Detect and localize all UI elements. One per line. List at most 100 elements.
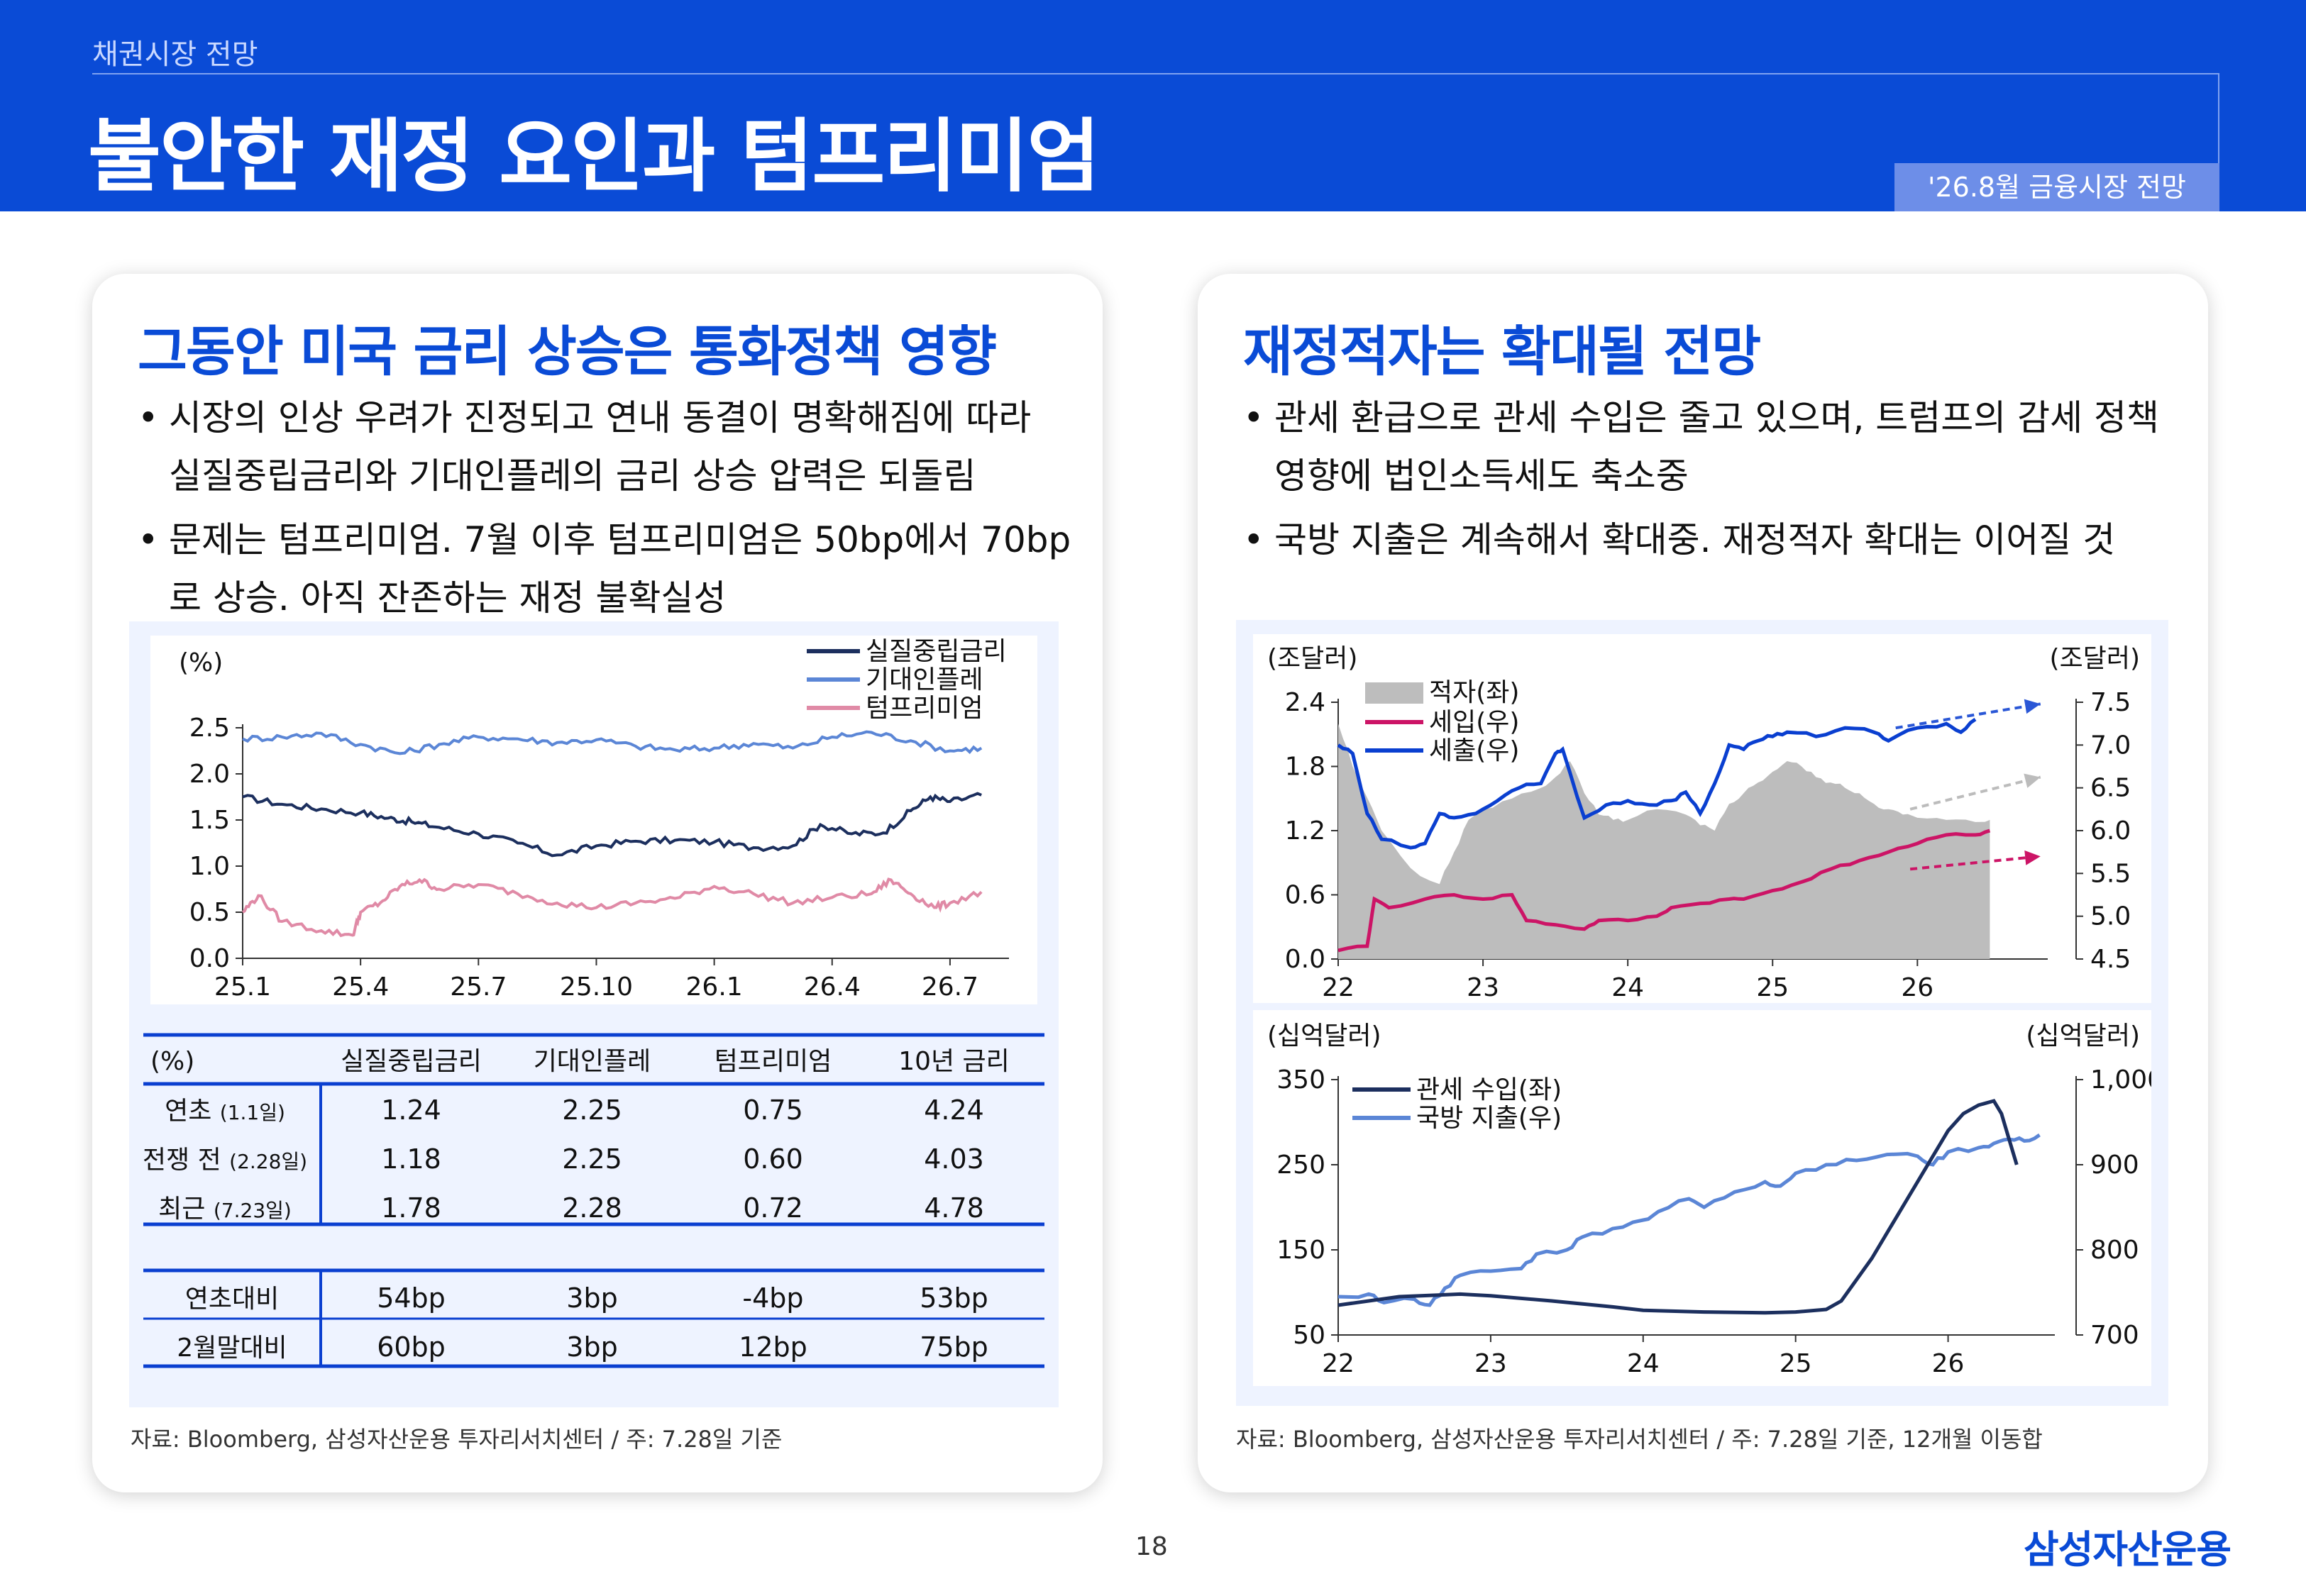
chart3-left-tick-label: 50 [1293, 1321, 1325, 1350]
chart2-x-tick-label: 22 [1322, 973, 1355, 1002]
chart2-x-tick-label: 25 [1756, 973, 1789, 1002]
chart2-legend-label: 적자(좌) [1429, 678, 1519, 707]
chart1-y-tick-label: 2.0 [189, 760, 230, 789]
left-chart-area: (%) 0.0 0.5 1.0 1.5 2.0 2.5 25.1 25.4 25.7 25.10 26… [129, 621, 1059, 1407]
chart3-left-tick-label: 150 [1276, 1236, 1325, 1265]
table-row-label: 연초 (1.1일) [165, 1097, 285, 1126]
right-bullet-1: 관세 환급으로 관세 수입은 줄고 있으며, 트럼프의 감세 정책 영향에 법인… [1243, 389, 2180, 505]
chart3-legend-label: 국방 지출(우) [1416, 1104, 1562, 1133]
report-tag: '26.8월 금융시장 전망 [1894, 163, 2219, 211]
table-diff-label: 연초대비 [185, 1285, 279, 1314]
chart3-series-line [1337, 1099, 2019, 1315]
chart3-right-tick-label: 700 [2090, 1321, 2139, 1350]
chart1-series-line [242, 792, 982, 858]
chart2-deficit-area [1338, 724, 1990, 959]
chart1-x-tick-label: 26.4 [804, 972, 861, 1002]
left-panel: 그동안 미국 금리 상승은 통화정책 영향 시장의 인상 우려가 진정되고 연내… [92, 274, 1103, 1492]
table-diff-label: 2월말대비 [177, 1334, 287, 1363]
table-diff-cell: 60bp [377, 1331, 446, 1363]
chart1-series-line [242, 730, 983, 755]
table-diff-cell: 3bp [566, 1282, 617, 1314]
brand-logo: 삼성자산운용 [2024, 1527, 2231, 1572]
header-divider [92, 73, 2219, 74]
chart1-x-tick-label: 25.1 [214, 972, 271, 1002]
table-diff-cell: -4bp [742, 1282, 803, 1314]
table-cell: 2.25 [562, 1143, 622, 1175]
table-header-cell: 10년 금리 [898, 1047, 1010, 1076]
chart2-x-tick-label: 26 [1901, 973, 1933, 1002]
table-header-cell: (%) [150, 1047, 194, 1076]
chart2-right-tick-label: 7.0 [2090, 731, 2131, 760]
left-bullets: 시장의 인상 우려가 진정되고 연내 동결이 명확해짐에 따라 실질중립금리와 … [138, 389, 1074, 633]
table-cell: 4.03 [924, 1143, 984, 1175]
left-bullet-2: 문제는 텀프리미엄. 7월 이후 텀프리미엄은 50bp에서 70bp로 상승.… [138, 511, 1074, 627]
tariff-defense-chart: (십억달러) (십억달러) 50 150 250 350 700 800 900 1,000 22 2… [1253, 1010, 2151, 1386]
chart1-y-tick-label: 1.5 [189, 806, 230, 835]
right-chart-area: (조달러) (조달러) 0.0 0.6 1.2 1.8 2.4 4.5 5.0 5.5 6.0 6.5… [1236, 620, 2168, 1406]
chart2-legend-label: 세출(우) [1429, 736, 1519, 765]
table-header-cell: 텀프리미엄 [715, 1047, 832, 1076]
chart2-x-tick-label: 23 [1467, 973, 1499, 1002]
table-cell: 4.78 [924, 1192, 984, 1224]
chart3-right-tick-label: 900 [2090, 1151, 2139, 1180]
chart1-legend-label: 텀프리미엄 [866, 694, 983, 723]
chart3-right-tick-label: 1,000 [2090, 1065, 2151, 1095]
table-cell: 1.78 [381, 1192, 441, 1224]
table-cell: 0.75 [743, 1095, 803, 1126]
chart1-x-tick-label: 26.7 [922, 972, 978, 1002]
chart2-right-tick-label: 5.5 [2090, 859, 2131, 888]
chart3-x-tick-label: 22 [1322, 1349, 1355, 1378]
chart2-projection-arrowhead [2024, 850, 2041, 865]
page-title: 불안한 재정 요인과 텀프리미엄 [88, 111, 1100, 203]
chart2-left-tick-label: 0.6 [1285, 881, 1325, 910]
chart2-right-tick-label: 6.0 [2090, 816, 2131, 846]
chart2-left-tick-label: 1.2 [1285, 816, 1325, 846]
chart2-projection-arrow [1909, 775, 2041, 811]
table-header-cell: 실질중립금리 [341, 1047, 482, 1076]
chart2-x-tick-label: 24 [1611, 973, 1644, 1002]
table-cell: 4.24 [924, 1095, 984, 1126]
chart2-legend-label: 세입(우) [1429, 708, 1519, 737]
chart1-series-line [241, 877, 983, 938]
chart2-legend-swatch [1365, 682, 1423, 704]
left-bullet-1: 시장의 인상 우려가 진정되고 연내 동결이 명확해짐에 따라 실질중립금리와 … [138, 389, 1074, 505]
chart2-projection-arrowhead [2024, 699, 2041, 714]
chart3-left-unit: (십억달러) [1267, 1021, 1381, 1051]
table-diff-cell: 75bp [920, 1331, 988, 1363]
chart1-x-tick-label: 26.1 [686, 972, 743, 1002]
rates-decomposition-chart: (%) 0.0 0.5 1.0 1.5 2.0 2.5 25.1 25.4 25.7 25.10 26… [150, 636, 1037, 1004]
section-label: 채권시장 전망 [92, 38, 258, 71]
table-row-label: 전쟁 전 (2.28일) [143, 1146, 307, 1175]
chart1-x-tick-label: 25.4 [332, 972, 389, 1002]
table-diff-cell: 12bp [739, 1331, 807, 1363]
chart2-projection-arrow [1895, 702, 2041, 730]
chart3-left-tick-label: 250 [1276, 1151, 1325, 1180]
page-number: 18 [1135, 1532, 1168, 1561]
chart1-y-tick-label: 1.0 [189, 852, 230, 881]
chart2-projection-arrowhead [2024, 773, 2041, 788]
chart3-x-tick-label: 25 [1780, 1349, 1812, 1378]
chart3-x-tick-label: 24 [1627, 1349, 1660, 1378]
right-bullet-2: 국방 지출은 계속해서 확대중. 재정적자 확대는 이어질 것 [1243, 511, 2180, 569]
chart1-y-tick-label: 2.5 [189, 714, 230, 743]
table-cell: 1.24 [381, 1095, 441, 1126]
right-panel: 재정적자는 확대될 전망 관세 환급으로 관세 수입은 줄고 있으며, 트럼프의… [1198, 274, 2208, 1492]
table-diff-cell: 3bp [566, 1331, 617, 1363]
chart2-right-tick-label: 7.5 [2090, 688, 2131, 717]
right-heading: 재정적자는 확대될 전망 [1243, 320, 1761, 383]
chart1-unit: (%) [179, 648, 223, 677]
chart2-right-tick-label: 6.5 [2090, 774, 2131, 803]
chart2-left-tick-label: 0.0 [1285, 945, 1325, 974]
table-cell: 2.25 [562, 1095, 622, 1126]
chart2-projection-arrow [1909, 855, 2041, 871]
left-source-note: 자료: Bloomberg, 삼성자산운용 투자리서치센터 / 주: 7.28일… [131, 1426, 783, 1453]
chart1-legend-label: 기대인플레 [866, 665, 983, 694]
chart2-left-tick-label: 1.8 [1285, 753, 1325, 782]
chart1-legend-label: 실질중립금리 [866, 637, 1007, 666]
chart2-series-line [1337, 718, 1977, 850]
chart3-right-tick-label: 800 [2090, 1236, 2139, 1265]
chart1-x-tick-label: 25.10 [560, 972, 633, 1002]
chart3-legend-label: 관세 수입(좌) [1416, 1075, 1562, 1104]
chart3-series-line [1337, 1133, 2041, 1307]
